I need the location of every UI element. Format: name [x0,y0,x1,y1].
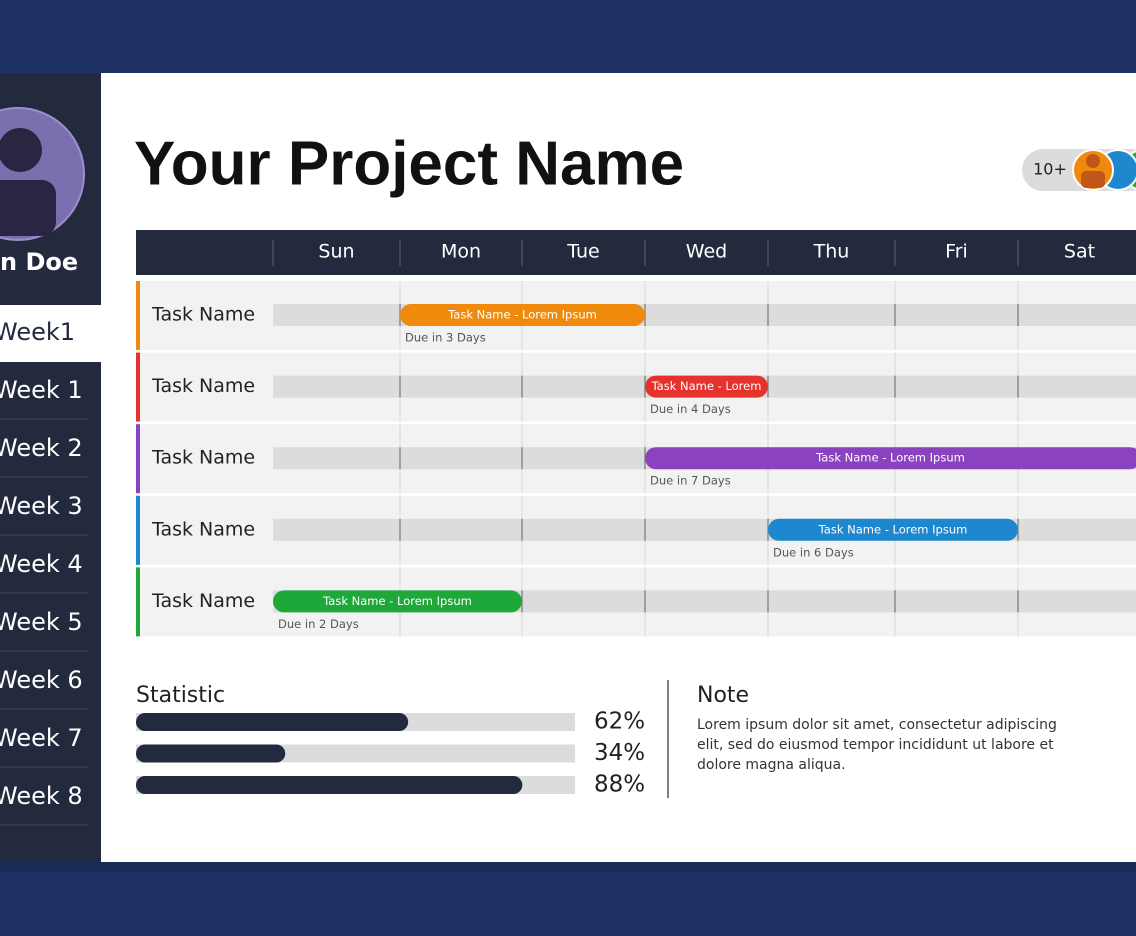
nav-item[interactable] [0,652,101,709]
nav-item[interactable] [0,420,101,477]
nav-label[interactable]: Week 6 [0,666,83,694]
user-name: n Doe [0,248,78,276]
nav-item[interactable] [0,594,101,651]
task-name: Task Name [151,304,255,326]
task-name: Task Name [151,375,255,397]
task-bar[interactable] [768,518,1018,541]
shadow [0,862,1136,872]
active-nav[interactable] [0,305,101,362]
stat-bar [136,744,286,763]
nav-item[interactable] [0,478,101,535]
note-text: elit, sed do eiusmod tempor incididunt u… [697,737,1054,753]
note-text: Lorem ipsum dolor sit amet, consectetur … [697,717,1057,733]
nav-label[interactable]: Week 2 [0,434,83,462]
nav-item[interactable] [0,768,101,825]
due-label: Due in 2 Days [278,617,359,631]
task-accent [136,281,140,350]
gantt-header [136,230,1136,275]
task-bar-label: Task Name - Lorem Ipsum [818,522,968,536]
task-name: Task Name [151,590,255,612]
due-label: Due in 4 Days [650,402,731,416]
avatar [0,107,85,241]
nav-label[interactable]: Week 5 [0,608,83,636]
nav-label[interactable]: Week 8 [0,782,83,810]
day-label: Tue [566,241,599,263]
note-title: Note [697,683,749,708]
task-accent [136,567,140,637]
nav-item[interactable] [0,362,101,419]
day-label: Sat [1064,241,1095,263]
nav-label[interactable]: Week 1 [0,376,83,404]
members[interactable]: 10+ [1022,149,1136,191]
stat-value: 62% [594,709,645,735]
day-label: Sun [318,241,354,263]
statistic-title: Statistic [136,683,225,708]
task-bar-label: Task Name - Lorem Ipsum [815,451,965,465]
task-bar-label: Task Name - Lorem Ipsum [447,308,597,322]
day-label: Thu [813,241,850,263]
stat-bar [136,713,409,731]
day-label: Fri [945,241,968,263]
note-text: dolore magna aliqua. [697,757,846,773]
task-bar[interactable] [645,447,1136,470]
stat-value: 88% [594,772,645,798]
active-nav-label[interactable]: Week1 [0,318,75,346]
nav-label[interactable]: Week 7 [0,724,83,752]
task-bar-label: Task Name - Lorem [651,379,762,393]
task-accent [136,424,140,494]
due-label: Due in 3 Days [405,331,486,345]
due-label: Due in 7 Days [650,474,731,488]
stat-value: 34% [594,740,645,766]
project-title: Your Project Name [134,129,684,198]
task-bar-label: Task Name - Lorem Ipsum [322,594,472,608]
task-name: Task Name [151,518,255,540]
task-accent [136,495,140,565]
day-label: Mon [441,241,481,263]
nav-label[interactable]: Week 3 [0,492,83,520]
task-bar[interactable] [645,375,768,398]
members-count: 10+ [1033,160,1067,179]
nav-item[interactable] [0,710,101,767]
task-accent [136,352,140,422]
nav-item[interactable] [0,536,101,593]
nav-label[interactable]: Week 4 [0,550,83,578]
stat-bar [136,776,523,794]
task-name: Task Name [151,447,255,469]
task-bar[interactable] [273,590,522,613]
due-label: Due in 6 Days [773,545,854,559]
task-bar[interactable] [400,304,645,326]
day-label: Wed [686,241,727,263]
